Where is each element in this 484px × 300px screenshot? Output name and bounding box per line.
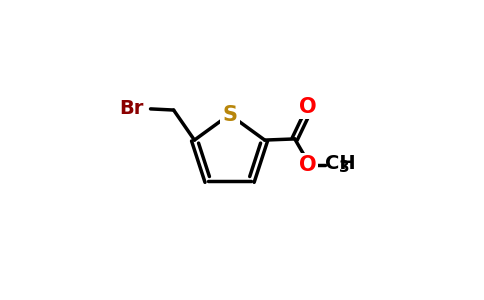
Text: S: S: [222, 104, 237, 124]
Text: Br: Br: [119, 99, 144, 119]
Text: O: O: [299, 155, 316, 175]
Text: CH: CH: [325, 154, 356, 173]
Text: O: O: [299, 97, 316, 117]
Text: 3: 3: [339, 160, 350, 175]
